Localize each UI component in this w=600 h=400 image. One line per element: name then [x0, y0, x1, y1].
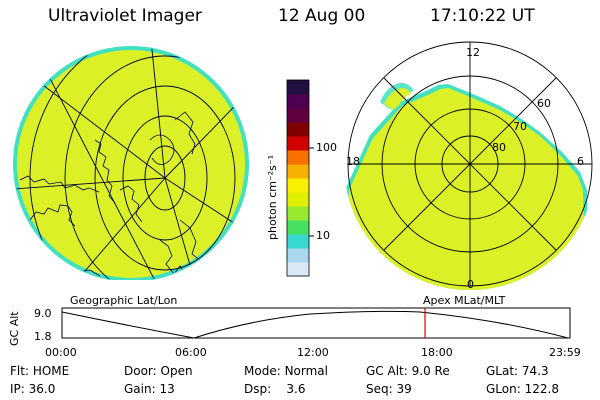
- timeline-ytick-1: 1.8: [34, 330, 52, 343]
- geographic-caption: Geographic Lat/Lon: [70, 294, 178, 307]
- altitude-curve: [61, 310, 569, 339]
- colorbar-cell: [287, 178, 309, 193]
- timeline-xtick-0600: 06:00: [175, 346, 207, 359]
- orbit-timeline[interactable]: [60, 306, 574, 342]
- info-seq: Seq: 39: [366, 382, 412, 396]
- colorbar-cell: [287, 206, 309, 221]
- colorbar-cell: [287, 234, 309, 249]
- timeline-xtick-2359: 23:59: [549, 346, 581, 359]
- timeline-xtick-1200: 12:00: [297, 346, 329, 359]
- info-gain: Gain: 13: [124, 382, 175, 396]
- colorbar-cell: [287, 80, 309, 95]
- mlt-label-0: 0: [467, 278, 474, 291]
- magnetic-polar-map: [344, 41, 593, 290]
- info-gc-alt: GC Alt: 9.0 Re: [366, 364, 450, 378]
- mlt-label-12: 12: [466, 46, 480, 59]
- info-glon: GLon: 122.8: [486, 382, 559, 396]
- auroral-fill: [344, 88, 586, 290]
- colorbar-cell: [287, 262, 309, 277]
- mlat-label-80: 80: [492, 141, 506, 154]
- timeline-ylabel: GC Alt: [8, 311, 21, 346]
- info-glat: GLat: 74.3: [486, 364, 549, 378]
- info-ip: IP: 36.0: [10, 382, 56, 396]
- timeline-xtick-0000: 00:00: [45, 346, 77, 359]
- info-mode: Mode: Normal: [244, 364, 328, 378]
- polar-grid: [347, 41, 593, 287]
- colorbar-cell: [287, 122, 309, 137]
- colorbar-cell: [287, 108, 309, 123]
- info-flt: Flt: HOME: [10, 364, 70, 378]
- colorbar-cell: [287, 220, 309, 235]
- colorbar-cell: [287, 164, 309, 179]
- info-door: Door: Open: [124, 364, 193, 378]
- colorbar-cell: [287, 248, 309, 263]
- colorbar-unit-label: photon cm⁻²s⁻¹: [266, 154, 279, 240]
- mlt-label-18: 18: [346, 155, 360, 168]
- mlat-label-70: 70: [513, 120, 527, 133]
- app-title: Ultraviolet Imager: [48, 6, 202, 26]
- colorbar-tick-10: 10: [316, 229, 330, 242]
- apex-caption: Apex MLat/MLT: [423, 294, 506, 307]
- colorbar-cell: [287, 94, 309, 109]
- mlt-label-6: 6: [577, 155, 584, 168]
- info-dsp: Dsp: 3.6: [244, 382, 306, 396]
- date-readout: 12 Aug 00: [278, 6, 366, 26]
- colorbar-cell: [287, 192, 309, 207]
- map-disk: [17, 50, 245, 278]
- colorbar-cell: [287, 150, 309, 165]
- colorbar-cells: [287, 80, 309, 277]
- timeline-xtick-1800: 18:00: [421, 346, 453, 359]
- colorbar-cell: [287, 136, 309, 151]
- geographic-map: [13, 46, 249, 280]
- time-readout: 17:10:22 UT: [430, 6, 535, 26]
- timeline-frame: [61, 307, 571, 339]
- colorbar: [286, 79, 314, 277]
- colorbar-tick-100: 100: [316, 141, 337, 154]
- mlat-label-60: 60: [537, 97, 551, 110]
- timeline-ytick-9: 9.0: [34, 307, 52, 320]
